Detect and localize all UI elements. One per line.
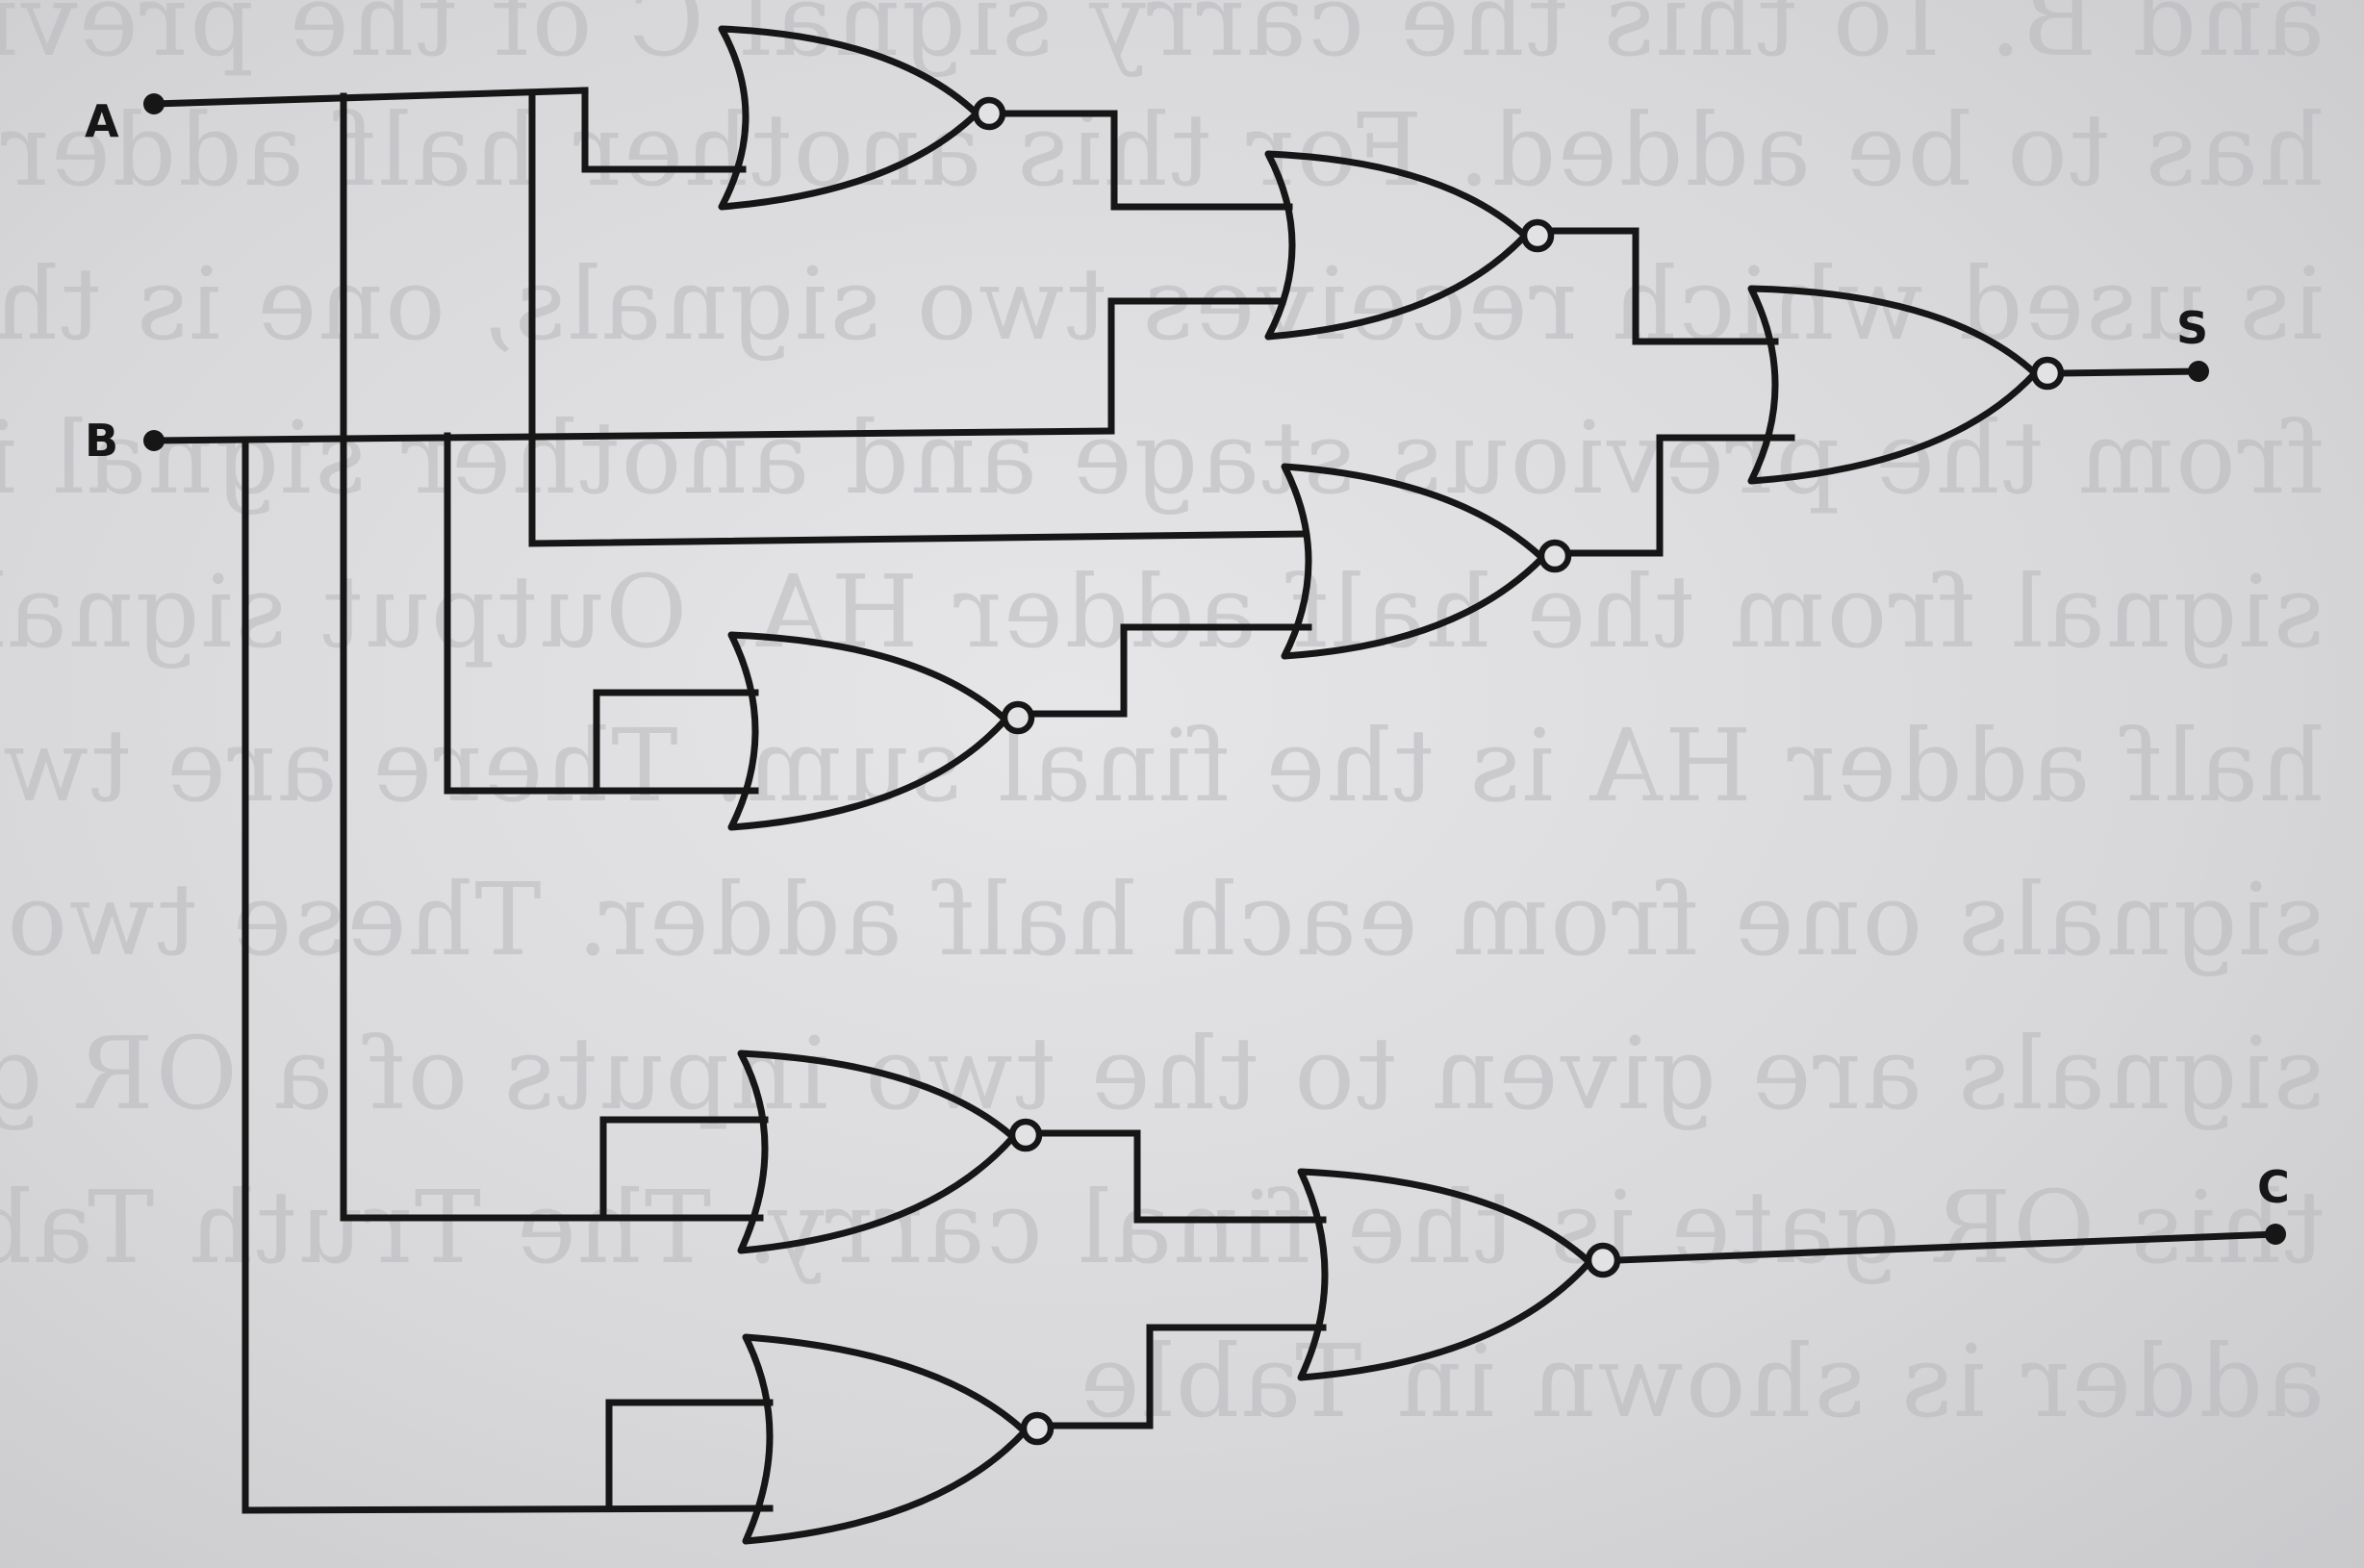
gate-body xyxy=(1297,1168,1593,1381)
nor-gate-2 xyxy=(1264,150,1555,341)
wire-gate1-to-gate2 xyxy=(999,110,1293,211)
nor-gate-4 xyxy=(1281,463,1572,660)
input-label-b: B xyxy=(85,415,118,467)
wire-gate4-to-gate3 xyxy=(1564,434,1795,557)
output-label-c: C xyxy=(2257,1161,2290,1213)
wire-gate2-to-gate3 xyxy=(1547,227,1779,345)
input-label-a: A xyxy=(85,95,119,147)
inverter-bubble xyxy=(1001,700,1035,735)
wire-output-c xyxy=(1614,1230,2279,1264)
inverter-bubble xyxy=(1020,1411,1055,1446)
nor-gate-7 xyxy=(742,1333,1055,1545)
gate-body xyxy=(742,1333,1029,1545)
nor-gate-3 xyxy=(1747,285,2065,485)
gate-body xyxy=(737,1050,1017,1254)
wire-output-s xyxy=(2057,367,2202,377)
inverter-bubble xyxy=(2030,356,2065,391)
gate-body xyxy=(727,631,1009,831)
nor-gate-1 xyxy=(718,25,1006,211)
wire-a-to-gate6 xyxy=(340,92,764,1222)
gate-body xyxy=(1281,463,1546,660)
wire-b-to-gate7 xyxy=(241,436,774,1514)
wire-b-to-gate2 xyxy=(1107,297,1286,435)
inverter-bubble xyxy=(972,96,1006,131)
wire-gate6-to-gate8 xyxy=(1035,1129,1327,1224)
gate-body xyxy=(718,25,980,211)
output-label-s: S xyxy=(2176,302,2208,354)
wire-a xyxy=(150,87,1308,1222)
wire-a-main xyxy=(150,87,589,108)
wire-gate5-to-gate4 xyxy=(1028,623,1312,718)
wire-b-to-gate5 xyxy=(444,432,759,795)
wire-a-to-gate1-lower xyxy=(581,87,747,173)
nor-gate-5 xyxy=(727,631,1035,831)
nor-gate-6 xyxy=(737,1050,1043,1254)
gate-body xyxy=(1264,150,1529,341)
wire-b-main xyxy=(150,427,1115,444)
wire-a-to-gate4 xyxy=(528,90,1308,547)
wire-b xyxy=(150,297,1286,1514)
inverter-bubble xyxy=(1008,1118,1043,1152)
wire-gate7-to-gate8 xyxy=(1047,1324,1327,1429)
output-terminal-s xyxy=(2188,361,2209,382)
wire-internal xyxy=(999,110,1795,1429)
inverter-bubble xyxy=(1538,539,1572,573)
inverter-bubble xyxy=(1585,1242,1621,1278)
inverter-bubble xyxy=(1520,218,1555,253)
nor-gate-8 xyxy=(1297,1168,1621,1381)
gate-body xyxy=(1747,285,2039,485)
output-terminal-c xyxy=(2265,1224,2286,1245)
